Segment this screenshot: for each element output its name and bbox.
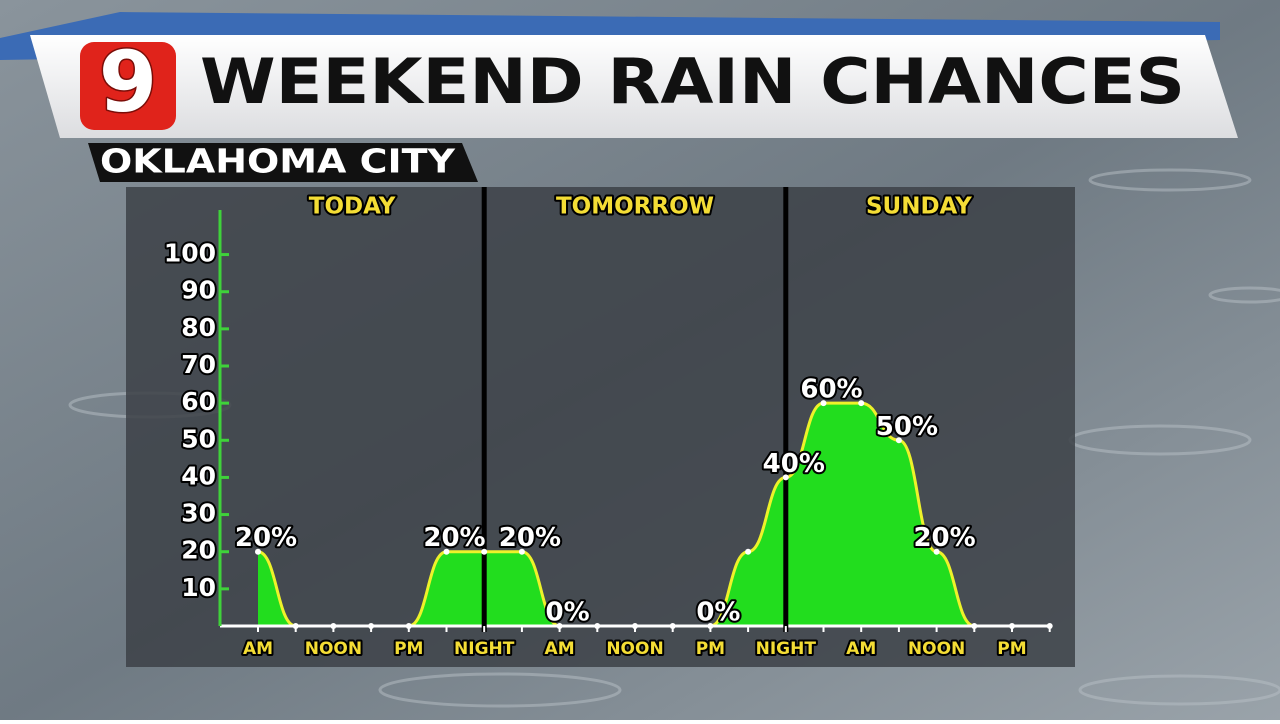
x-tick-label: AM [545,639,575,659]
data-point [707,623,714,629]
section-label: TODAY [309,194,396,220]
value-label: 20% [235,523,297,553]
y-tick-label: 100 [164,239,216,268]
y-tick-label: 70 [181,350,216,379]
data-point [292,623,299,629]
section-label: SUNDAY [866,194,972,220]
x-tick-label: PM [696,639,725,659]
x-tick-label: AM [846,639,876,659]
data-point [858,400,865,407]
plot: 10 20 30 40 50 60 70 80 90 100 TODAY TOMORROW SUNDAY… [162,187,1053,661]
y-tick-label: 10 [181,573,216,602]
data-point [556,623,563,629]
y-tick-label: 20 [181,536,216,565]
value-label: 0% [696,598,740,628]
data-point [782,474,789,481]
x-tick-label: AM [243,639,273,659]
value-label: 0% [546,598,590,628]
logo-box [80,42,176,130]
y-tick-label: 90 [181,276,216,305]
data-point [255,548,261,555]
value-label: 40% [763,449,825,479]
y-tick-label: 40 [181,461,216,490]
x-tick-label: NOON [908,639,965,659]
value-label: 50% [876,412,938,442]
data-point [933,548,940,555]
data-point [1046,623,1053,629]
data-point [895,437,902,444]
data-point [632,623,638,629]
data-point [518,548,525,555]
y-tick-label: 50 [181,424,216,453]
chart-subtitle: OKLAHOMA CITY [100,142,456,181]
rain-area [258,403,1050,626]
data-point [443,548,450,555]
data-point [594,623,601,629]
x-tick-label: NIGHT [454,639,515,659]
data-point [481,548,488,555]
data-point [330,623,337,629]
title-band [30,35,1238,138]
x-tick-label: PM [394,639,423,659]
data-point [368,623,375,629]
data-point [820,400,827,407]
y-tick-label: 60 [181,387,216,416]
data-point [971,623,978,629]
x-tick-label: NOON [305,639,362,659]
x-tick-label: NOON [606,639,663,659]
subtitle-box [88,143,478,182]
y-tick-label: 80 [181,313,216,342]
value-label: 20% [913,523,975,553]
data-point [745,548,752,555]
value-label: 60% [800,375,862,405]
data-point [669,623,676,629]
section-label: TOMORROW [556,194,714,220]
value-label: 20% [423,523,485,553]
chart-title: WEEKEND RAIN CHANCES [200,45,1185,118]
data-point [405,623,412,629]
value-label: 20% [499,523,561,553]
x-tick-label: NIGHT [756,639,817,659]
logo: 9 [99,33,157,131]
y-tick-label: 30 [181,499,216,528]
data-point [1009,623,1015,629]
x-tick-label: PM [997,639,1026,659]
